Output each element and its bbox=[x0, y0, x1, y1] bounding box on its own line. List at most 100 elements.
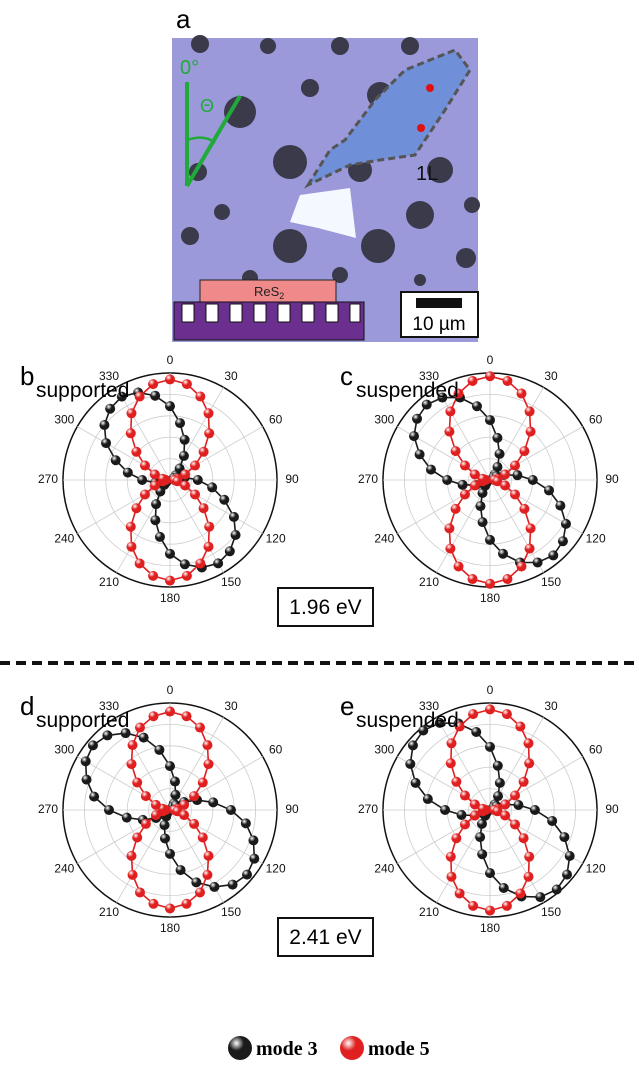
data-point bbox=[510, 461, 520, 471]
data-point bbox=[405, 759, 415, 769]
data-point bbox=[198, 777, 208, 787]
data-point bbox=[165, 401, 175, 411]
angle-label: 120 bbox=[266, 862, 286, 876]
data-point bbox=[451, 833, 461, 843]
data-point bbox=[426, 465, 436, 475]
data-point bbox=[135, 887, 145, 897]
data-point bbox=[182, 711, 192, 721]
data-point bbox=[135, 723, 145, 733]
data-point bbox=[81, 756, 91, 766]
data-point bbox=[512, 470, 522, 480]
data-point bbox=[468, 709, 478, 719]
data-point bbox=[485, 704, 495, 714]
data-point bbox=[451, 777, 461, 787]
data-point bbox=[519, 446, 529, 456]
chart-title: supported bbox=[36, 379, 129, 402]
data-point bbox=[195, 887, 205, 897]
angle-label: 60 bbox=[269, 413, 283, 427]
data-point bbox=[519, 777, 529, 787]
data-point bbox=[189, 791, 199, 801]
data-point bbox=[126, 759, 136, 769]
data-point bbox=[460, 461, 470, 471]
data-point bbox=[547, 816, 557, 826]
data-point bbox=[139, 733, 149, 743]
data-point bbox=[502, 901, 512, 911]
polar-chart: 0306090120150180210240270300330esuspende… bbox=[340, 683, 619, 935]
substrate-sub: 2 bbox=[279, 291, 284, 301]
legend: mode 3mode 5 bbox=[228, 1036, 430, 1060]
panel-label: a bbox=[176, 4, 191, 34]
data-point bbox=[477, 849, 487, 859]
data-point bbox=[493, 761, 503, 771]
data-point bbox=[229, 512, 239, 522]
angle-label: 270 bbox=[38, 802, 58, 816]
data-point bbox=[148, 379, 158, 389]
annotation: 2.41 eV bbox=[289, 926, 361, 949]
data-point bbox=[446, 758, 456, 768]
data-point bbox=[150, 391, 160, 401]
data-point bbox=[562, 870, 572, 880]
data-point bbox=[128, 870, 138, 880]
data-point bbox=[519, 833, 529, 843]
data-point bbox=[182, 571, 192, 581]
data-point bbox=[148, 899, 158, 909]
data-point bbox=[195, 723, 205, 733]
angle-label: 180 bbox=[480, 591, 500, 605]
data-point bbox=[199, 503, 209, 513]
data-point bbox=[101, 438, 111, 448]
data-point bbox=[471, 727, 481, 737]
chart-title: supported bbox=[36, 709, 129, 732]
data-point bbox=[207, 482, 217, 492]
data-point bbox=[500, 480, 510, 490]
data-point bbox=[179, 451, 189, 461]
data-point bbox=[442, 475, 452, 485]
angle-label: 300 bbox=[54, 413, 74, 427]
data-point bbox=[446, 872, 456, 882]
data-point bbox=[204, 408, 214, 418]
data-point bbox=[468, 376, 478, 386]
spot bbox=[426, 84, 434, 92]
figure: a 0° Θ 1L ReS2 10 µm 0306090120150180210… bbox=[0, 0, 639, 1068]
data-point bbox=[140, 489, 150, 499]
data-point bbox=[105, 404, 115, 414]
data-point bbox=[515, 888, 525, 898]
angle-label: 270 bbox=[358, 802, 378, 816]
angle-label: 240 bbox=[54, 862, 74, 876]
layer-label: 1L bbox=[416, 163, 438, 185]
data-point bbox=[226, 805, 236, 815]
angle-label: 120 bbox=[586, 862, 606, 876]
angle-label: 210 bbox=[99, 575, 119, 589]
angle-label: 240 bbox=[374, 862, 394, 876]
data-point bbox=[165, 374, 175, 384]
data-point bbox=[525, 544, 535, 554]
angle-label: 180 bbox=[480, 921, 500, 935]
data-point bbox=[242, 870, 252, 880]
data-point bbox=[485, 415, 495, 425]
data-point bbox=[88, 740, 98, 750]
data-point bbox=[516, 389, 526, 399]
angle-label: 210 bbox=[419, 905, 439, 919]
data-point bbox=[170, 790, 180, 800]
data-point bbox=[204, 428, 214, 438]
data-point bbox=[408, 740, 418, 750]
data-point bbox=[533, 557, 543, 567]
data-point bbox=[148, 571, 158, 581]
polar-chart: 0306090120150180210240270300330dsupporte… bbox=[20, 683, 373, 956]
data-point bbox=[225, 546, 235, 556]
data-point bbox=[485, 742, 495, 752]
data-point bbox=[513, 800, 523, 810]
polar-chart: 0306090120150180210240270300330bsupporte… bbox=[20, 353, 373, 626]
data-point bbox=[126, 851, 136, 861]
data-point bbox=[558, 536, 568, 546]
data-point bbox=[209, 882, 219, 892]
data-point bbox=[204, 759, 214, 769]
data-point bbox=[155, 532, 165, 542]
data-point bbox=[460, 819, 470, 829]
data-point bbox=[141, 791, 151, 801]
angle-label: 60 bbox=[589, 743, 603, 757]
data-point bbox=[470, 470, 480, 480]
data-point bbox=[485, 868, 495, 878]
data-point bbox=[451, 446, 461, 456]
data-point bbox=[502, 376, 512, 386]
annotation: 1.96 eV bbox=[289, 596, 361, 619]
